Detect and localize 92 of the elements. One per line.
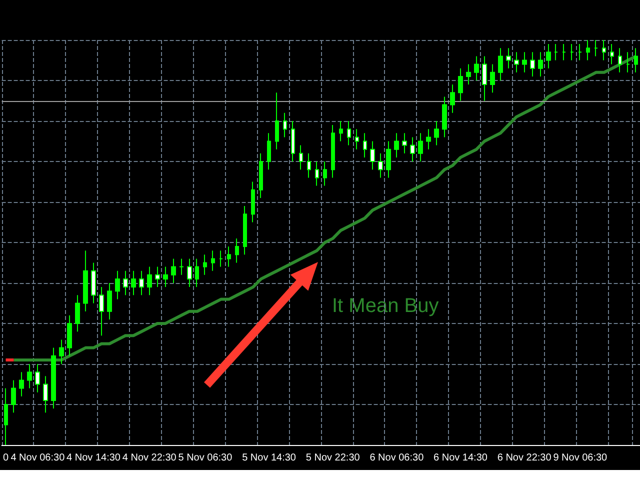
candlestick xyxy=(259,152,263,198)
candlestick xyxy=(67,314,72,356)
candlestick xyxy=(594,40,598,57)
candlestick xyxy=(378,152,383,178)
candlestick xyxy=(179,258,184,276)
candlestick xyxy=(211,250,215,272)
candlestick xyxy=(4,388,8,446)
candlestick xyxy=(243,206,247,256)
candlestick xyxy=(506,48,511,69)
candlestick xyxy=(394,132,399,158)
candlestick xyxy=(538,52,543,77)
x-tick-label: 5 Nov 14:30 xyxy=(242,452,296,464)
x-tick-label: 6 Nov 06:30 xyxy=(370,452,424,464)
candlestick xyxy=(59,339,64,364)
candlestick xyxy=(171,258,176,284)
x-tick-label: 0 xyxy=(2,452,9,464)
candlestick xyxy=(91,262,96,304)
candlestick xyxy=(554,44,558,61)
x-tick-label: 9 Nov 06:30 xyxy=(553,452,608,464)
annotation: It Mean Buy xyxy=(332,295,439,317)
x-tick-label: 4 Nov 14:30 xyxy=(66,452,121,464)
candlestick xyxy=(75,294,80,332)
candlestick xyxy=(267,132,271,170)
candlestick xyxy=(275,92,279,150)
candlestick xyxy=(562,44,566,61)
candlestick xyxy=(586,40,590,61)
candlestick xyxy=(19,372,24,397)
candlestick xyxy=(35,364,40,393)
candlestick xyxy=(355,128,359,150)
x-tick-label: 6 Nov 22:30 xyxy=(497,452,552,464)
candlestick xyxy=(163,266,168,288)
candlestick xyxy=(363,132,367,158)
candlestick xyxy=(466,64,471,86)
candlestick xyxy=(251,181,255,223)
candlestick xyxy=(626,52,630,73)
candlestick xyxy=(530,52,535,77)
candlestick xyxy=(410,136,415,162)
candlestick xyxy=(370,140,375,170)
candlestick xyxy=(490,64,495,94)
candlestick xyxy=(610,44,614,65)
candlestick xyxy=(51,347,56,410)
candlestick xyxy=(570,44,574,61)
x-tick-label: 4 Nov 06:30 xyxy=(10,452,66,464)
candlestick xyxy=(323,161,327,186)
candlestick xyxy=(347,120,351,146)
candlestick xyxy=(43,376,48,414)
candlestick xyxy=(227,246,231,268)
candlestick xyxy=(546,44,551,69)
candlestick xyxy=(219,250,223,268)
candlestick xyxy=(458,68,463,102)
x-tick-label: 4 Nov 22:30 xyxy=(122,452,177,464)
candlestick xyxy=(83,250,88,312)
candlestick xyxy=(299,144,303,170)
candlestick xyxy=(434,120,439,146)
candlestick xyxy=(450,84,455,114)
candlestick xyxy=(307,152,311,178)
candlestick xyxy=(386,140,391,178)
candlestick xyxy=(522,52,527,73)
candlestick xyxy=(27,364,32,389)
candlestick xyxy=(235,238,239,264)
candlestick xyxy=(402,132,407,154)
candlestick xyxy=(474,56,479,81)
candlestick xyxy=(514,52,519,73)
candlestick xyxy=(195,258,199,288)
x-tick-label: 5 Nov 06:30 xyxy=(178,452,233,464)
candlestick xyxy=(618,48,622,73)
candlestick xyxy=(107,282,112,320)
candlestick xyxy=(498,48,503,81)
candlestick xyxy=(482,56,487,102)
candlestick xyxy=(339,120,343,142)
candlestick xyxy=(155,266,160,288)
candlestick xyxy=(203,254,207,276)
candlestick xyxy=(115,270,120,300)
candlestick xyxy=(315,161,319,186)
candlestick xyxy=(11,380,16,414)
x-tick-label: 6 Nov 14:30 xyxy=(434,452,488,464)
candlestick xyxy=(291,120,295,162)
candlestick xyxy=(634,48,638,73)
candlestick xyxy=(139,270,144,296)
candlestick xyxy=(442,96,447,138)
candlestick xyxy=(99,286,104,336)
candlestick xyxy=(123,270,128,296)
candlestick xyxy=(283,112,287,138)
candlestick xyxy=(187,258,192,288)
candlestick xyxy=(578,44,582,61)
candlestick xyxy=(131,270,136,296)
candlestick xyxy=(147,266,152,296)
candlestick xyxy=(331,124,335,178)
x-tick-label: 5 Nov 22:30 xyxy=(306,452,360,464)
candlestick xyxy=(602,40,606,61)
candlestick xyxy=(418,132,423,162)
candlestick xyxy=(426,128,431,150)
